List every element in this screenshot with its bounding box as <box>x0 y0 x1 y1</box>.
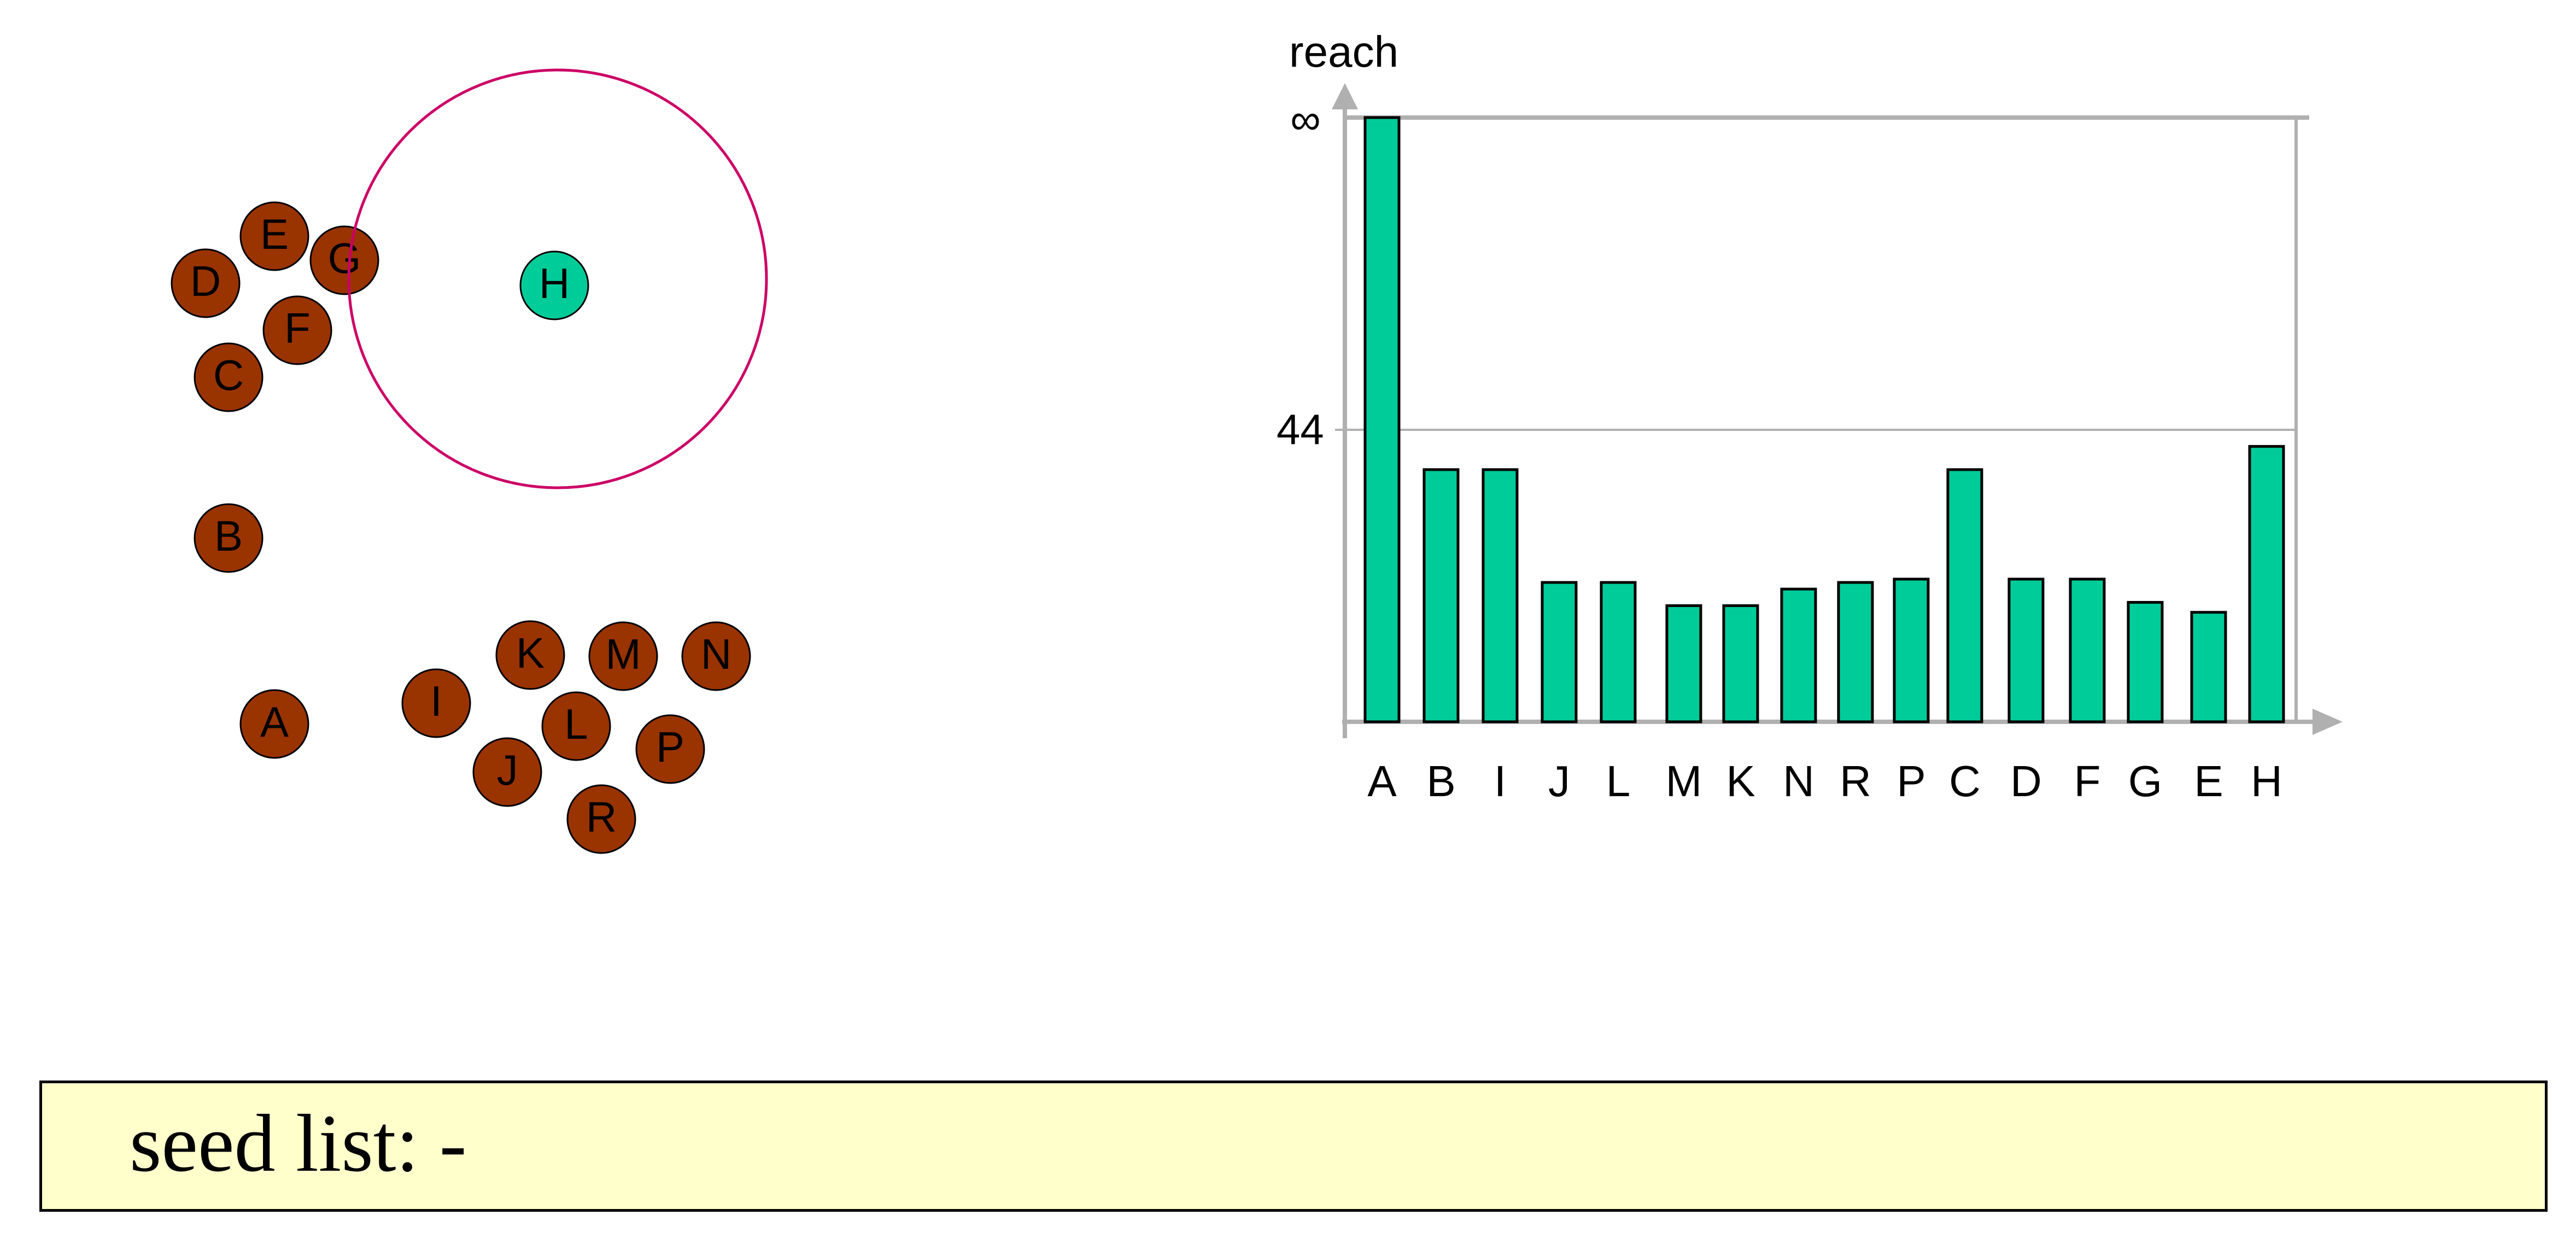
bar-m <box>1665 604 1702 723</box>
point-marker <box>519 250 589 320</box>
point-marker <box>194 342 264 412</box>
x-tick-a: A <box>1367 757 1397 805</box>
point-c: C <box>194 342 264 412</box>
x-tick-r: R <box>1840 757 1871 805</box>
point-r: R <box>566 784 636 854</box>
point-d: D <box>171 248 241 318</box>
point-marker <box>309 225 379 295</box>
bar-g <box>2127 601 2164 723</box>
point-label: I <box>430 677 442 725</box>
bar-c <box>1946 468 1983 723</box>
x-tick-i: I <box>1494 757 1506 805</box>
point-f: F <box>262 295 332 365</box>
bar-d <box>2007 577 2045 723</box>
x-tick-m: M <box>1666 757 1702 805</box>
point-g: G <box>309 225 379 295</box>
y-axis-arrowhead <box>1332 83 1358 109</box>
point-marker <box>262 295 332 365</box>
bar-k <box>1722 604 1759 723</box>
point-label: L <box>564 700 588 748</box>
x-tick-d: D <box>2010 757 2042 805</box>
bar-h <box>2248 445 2285 723</box>
point-label: K <box>516 629 545 677</box>
point-i: I <box>401 668 471 738</box>
point-marker <box>194 503 264 573</box>
bar-f <box>2069 577 2106 723</box>
seed-list-box: seed list: - <box>39 1081 2548 1212</box>
bar-n <box>1780 587 1817 723</box>
point-marker <box>495 620 565 690</box>
point-e: E <box>239 201 309 271</box>
x-tick-f: F <box>2074 757 2101 805</box>
bar-e <box>2190 611 2227 723</box>
x-tick-n: N <box>1783 757 1814 805</box>
x-tick-p: P <box>1896 757 1925 805</box>
x-tick-j: J <box>1548 757 1570 805</box>
point-marker <box>635 714 705 784</box>
reachability-bars <box>1363 116 2285 723</box>
point-marker <box>401 668 471 738</box>
point-b: B <box>194 503 264 573</box>
epsilon-neighborhood-circle <box>347 68 768 489</box>
point-a: A <box>239 689 309 759</box>
point-label: H <box>539 259 570 307</box>
point-m: M <box>588 621 658 691</box>
point-marker <box>681 621 751 691</box>
point-n: N <box>681 621 751 691</box>
x-tick-c: C <box>1949 757 1981 805</box>
point-p: P <box>635 714 705 784</box>
point-marker <box>588 621 658 691</box>
x-tick-e: E <box>2194 757 2223 805</box>
point-marker <box>239 201 309 271</box>
point-j: J <box>472 737 542 807</box>
point-label: G <box>328 234 361 282</box>
x-tick-h: H <box>2251 757 2282 805</box>
x-axis-arrowhead <box>2312 709 2343 735</box>
seed-list-text: seed list: - <box>130 1098 467 1189</box>
point-label: A <box>260 698 289 746</box>
point-cloud: E G D FC H B A I K M N LJ PR <box>171 201 751 854</box>
y-tick-infinity: ∞ <box>1290 95 1321 143</box>
bar-p <box>1893 577 1930 723</box>
point-label: P <box>656 723 684 771</box>
point-marker <box>566 784 636 854</box>
point-label: R <box>586 793 617 841</box>
bar-a <box>1363 116 1401 723</box>
point-h: H <box>519 250 589 320</box>
point-marker <box>171 248 241 318</box>
point-label: C <box>213 351 244 399</box>
point-label: E <box>260 210 289 258</box>
point-marker <box>472 737 542 807</box>
x-tick-b: B <box>1426 757 1455 805</box>
y-axis-label: reach <box>1289 27 1398 76</box>
point-label: J <box>497 746 518 794</box>
point-label: F <box>284 304 311 352</box>
point-k: K <box>495 620 565 690</box>
point-label: N <box>701 630 731 678</box>
y-tick-44: 44 <box>1277 405 1324 453</box>
bar-l <box>1600 581 1637 723</box>
x-tick-l: L <box>1606 757 1631 805</box>
bar-i <box>1482 468 1519 723</box>
x-tick-k: K <box>1726 757 1755 805</box>
point-label: D <box>190 257 221 305</box>
point-label: B <box>214 512 243 560</box>
bar-b <box>1422 468 1460 723</box>
bar-r <box>1837 581 1874 723</box>
bar-j <box>1541 581 1578 723</box>
x-tick-g: G <box>2128 757 2162 805</box>
point-l: L <box>541 691 611 761</box>
point-marker <box>239 689 309 759</box>
point-label: M <box>606 630 641 678</box>
point-marker <box>541 691 611 761</box>
